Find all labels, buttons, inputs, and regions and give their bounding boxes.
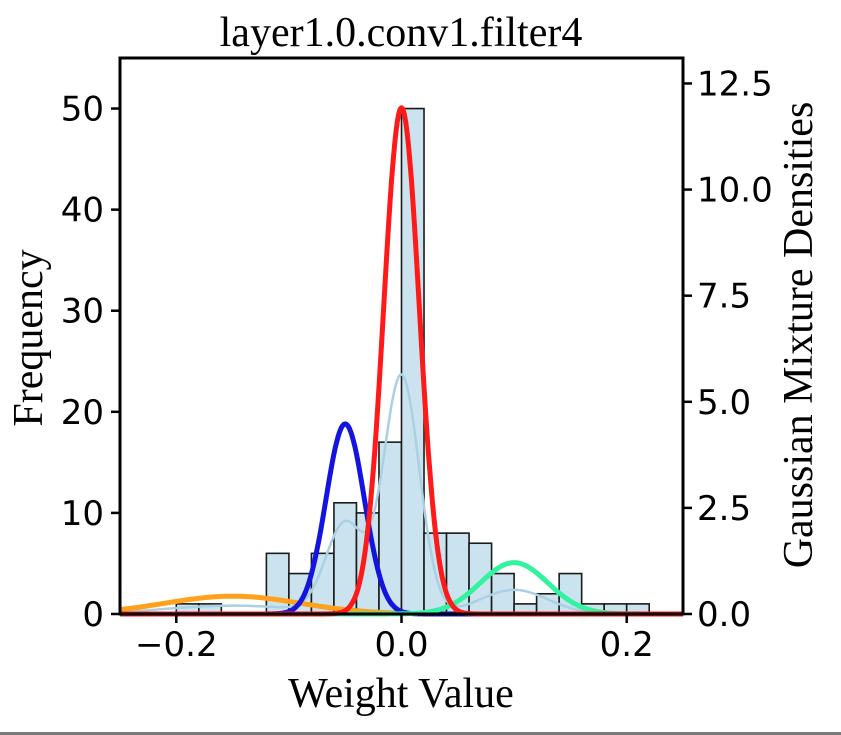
y-tick-label: 20 <box>61 393 104 433</box>
y-tick-label: 10 <box>61 494 104 534</box>
y2-tick-label: 7.5 <box>697 277 751 317</box>
y2-tick-label: 12.5 <box>697 64 773 104</box>
y-tick-label: 0 <box>82 595 104 635</box>
y-axis-ticks: 0 10 20 30 40 50 <box>61 90 120 635</box>
x-axis-label: Weight Value <box>288 671 514 717</box>
x-axis-ticks: −0.2 0.0 0.2 <box>135 614 654 665</box>
y2-axis-ticks: 0.0 2.5 5.0 7.5 10.0 12.5 <box>683 64 773 635</box>
bottom-divider <box>0 732 841 735</box>
x-tick-label: 0.0 <box>374 625 428 665</box>
histogram-bar <box>265 552 290 615</box>
y2-tick-label: 2.5 <box>697 489 751 529</box>
y2-tick-label: 0.0 <box>697 595 751 635</box>
x-tick-label: −0.2 <box>135 625 218 665</box>
y-tick-label: 30 <box>61 292 104 332</box>
x-tick-label: 0.2 <box>600 625 654 665</box>
y2-axis-label: Gaussian Mixture Densities <box>776 102 822 569</box>
y-tick-label: 40 <box>61 191 104 231</box>
y2-tick-label: 5.0 <box>697 383 751 423</box>
y2-tick-label: 10.0 <box>697 171 773 211</box>
chart-title: layer1.0.conv1.filter4 <box>220 10 583 56</box>
y-axis-label: Frequency <box>6 249 52 426</box>
y-tick-label: 50 <box>61 90 104 130</box>
